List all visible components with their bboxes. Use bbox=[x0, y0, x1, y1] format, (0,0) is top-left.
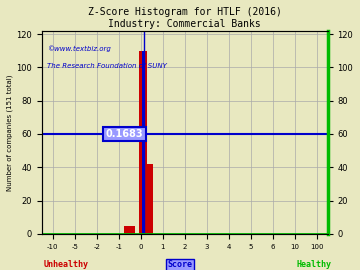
Bar bbox=[143, 51, 144, 234]
Bar bbox=[139, 51, 147, 234]
Text: Score: Score bbox=[167, 260, 193, 269]
Title: Z-Score Histogram for HTLF (2016)
Industry: Commercial Banks: Z-Score Histogram for HTLF (2016) Indust… bbox=[88, 7, 282, 29]
Text: Healthy: Healthy bbox=[296, 260, 331, 269]
Text: The Research Foundation of SUNY: The Research Foundation of SUNY bbox=[48, 63, 167, 69]
Y-axis label: Number of companies (151 total): Number of companies (151 total) bbox=[7, 74, 13, 191]
Bar bbox=[124, 225, 135, 234]
Text: 0.1683: 0.1683 bbox=[106, 129, 143, 139]
Text: Unhealthy: Unhealthy bbox=[43, 260, 88, 269]
Bar bbox=[145, 164, 153, 234]
Text: ©www.textbiz.org: ©www.textbiz.org bbox=[48, 45, 111, 52]
